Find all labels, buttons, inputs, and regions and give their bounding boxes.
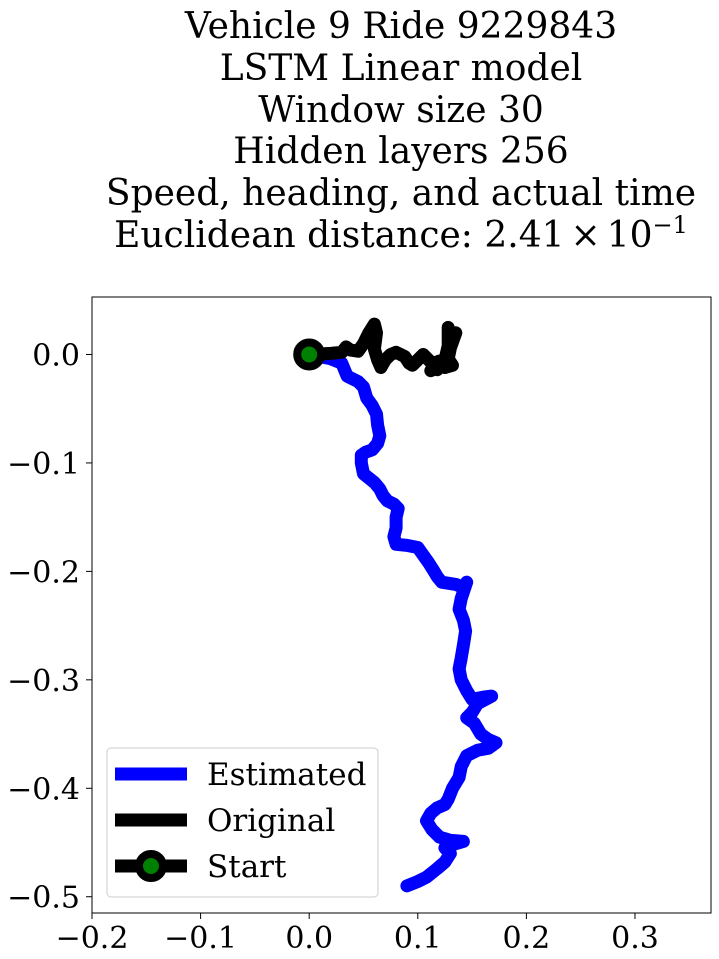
x-tick-label: 0.0	[285, 921, 333, 956]
x-tick-label: −0.2	[56, 921, 129, 956]
legend: Estimated Original Start	[106, 747, 379, 898]
x-axis: −0.2 −0.1 0.0 0.1 0.2 0.3	[56, 913, 659, 956]
series-line-original	[302, 317, 463, 378]
legend-original-label: Original	[207, 803, 335, 839]
y-tick-label: −0.5	[7, 881, 80, 916]
plot-frame	[91, 296, 712, 914]
y-tick-label: 0.0	[32, 338, 80, 373]
legend-estimated-label: Estimated	[207, 757, 366, 793]
y-tick-label: −0.3	[7, 664, 80, 699]
x-tick-label: 0.2	[503, 921, 551, 956]
y-tick-label: −0.1	[7, 447, 80, 482]
x-tick-label: −0.1	[164, 921, 237, 956]
title-line-4: Hidden layers 256	[233, 131, 568, 172]
title-line-6: Euclidean distance: 2.41 × 10−1	[114, 211, 688, 256]
metric-mantissa: 2.41	[484, 215, 564, 256]
chart-title: Vehicle 9 Ride 9229843 LSTM Linear model…	[106, 6, 696, 256]
title-line-5: Speed, heading, and actual time	[106, 173, 696, 214]
x-tick-label: 0.3	[611, 921, 659, 956]
plot-area	[293, 317, 503, 893]
y-axis: 0.0 −0.1 −0.2 −0.3 −0.4 −0.5	[7, 338, 92, 916]
y-tick-label: −0.4	[7, 772, 80, 807]
title-line-1: Vehicle 9 Ride 9229843	[184, 6, 617, 47]
series-layer	[293, 317, 503, 893]
y-tick-label: −0.2	[7, 555, 80, 590]
metric-base: 10	[607, 215, 653, 256]
start-marker	[293, 338, 326, 371]
metric-times: ×	[571, 215, 601, 256]
metric-exponent: −1	[653, 211, 688, 239]
legend-start-label: Start	[207, 849, 287, 885]
legend-start-marker	[135, 850, 167, 882]
x-tick-label: 0.1	[394, 921, 442, 956]
title-line-2: LSTM Linear model	[220, 48, 583, 89]
metric-prefix: Euclidean distance:	[114, 215, 484, 256]
title-line-3: Window size 30	[258, 90, 544, 131]
series-line-estimated	[302, 348, 503, 893]
